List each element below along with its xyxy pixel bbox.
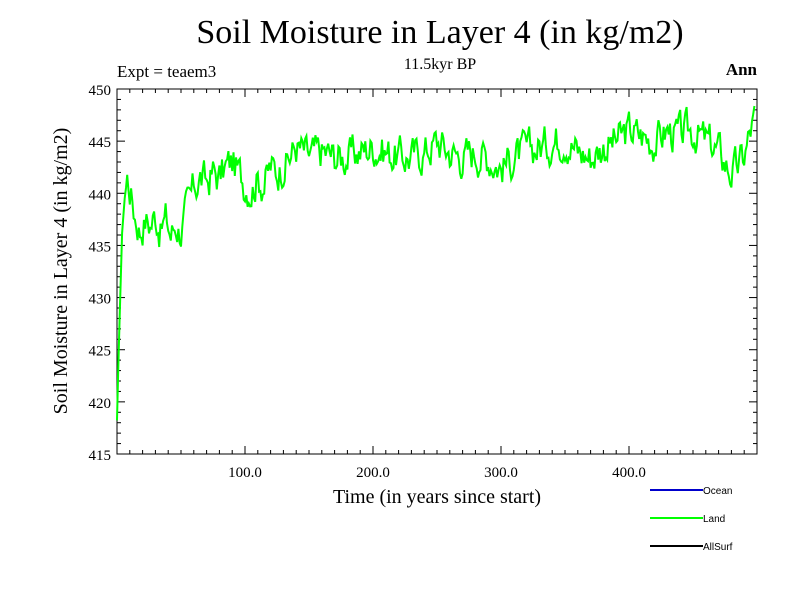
x-tick-label: 300.0 xyxy=(484,465,518,481)
y-tick-label: 445 xyxy=(89,135,112,151)
y-tick-label: 415 xyxy=(89,448,112,464)
chart-title: Soil Moisture in Layer 4 (in kg/m2) xyxy=(196,14,684,51)
y-tick-label: 430 xyxy=(89,292,112,308)
season-label: Ann xyxy=(725,60,757,79)
y-axis-label: Soil Moisture in Layer 4 (in kg/m2) xyxy=(50,128,72,415)
series-line-land xyxy=(116,105,756,421)
y-tick-label: 440 xyxy=(89,187,112,203)
y-tick-label: 450 xyxy=(89,83,112,99)
y-tick-label: 425 xyxy=(89,344,112,360)
y-tick-label: 435 xyxy=(89,239,112,255)
chart-subtitle: 11.5kyr BP xyxy=(403,56,477,73)
x-tick-label: 400.0 xyxy=(612,465,646,481)
legend-label-land: Land xyxy=(703,514,725,525)
x-axis-label: Time (in years since start) xyxy=(333,486,541,508)
x-tick-label: 200.0 xyxy=(356,465,390,481)
x-tick-label: 100.0 xyxy=(228,465,262,481)
experiment-label: Expt = teaem3 xyxy=(117,62,217,81)
y-tick-label: 420 xyxy=(89,396,112,412)
legend-label-allsurf: AllSurf xyxy=(703,542,733,553)
legend-label-ocean: Ocean xyxy=(703,486,732,497)
